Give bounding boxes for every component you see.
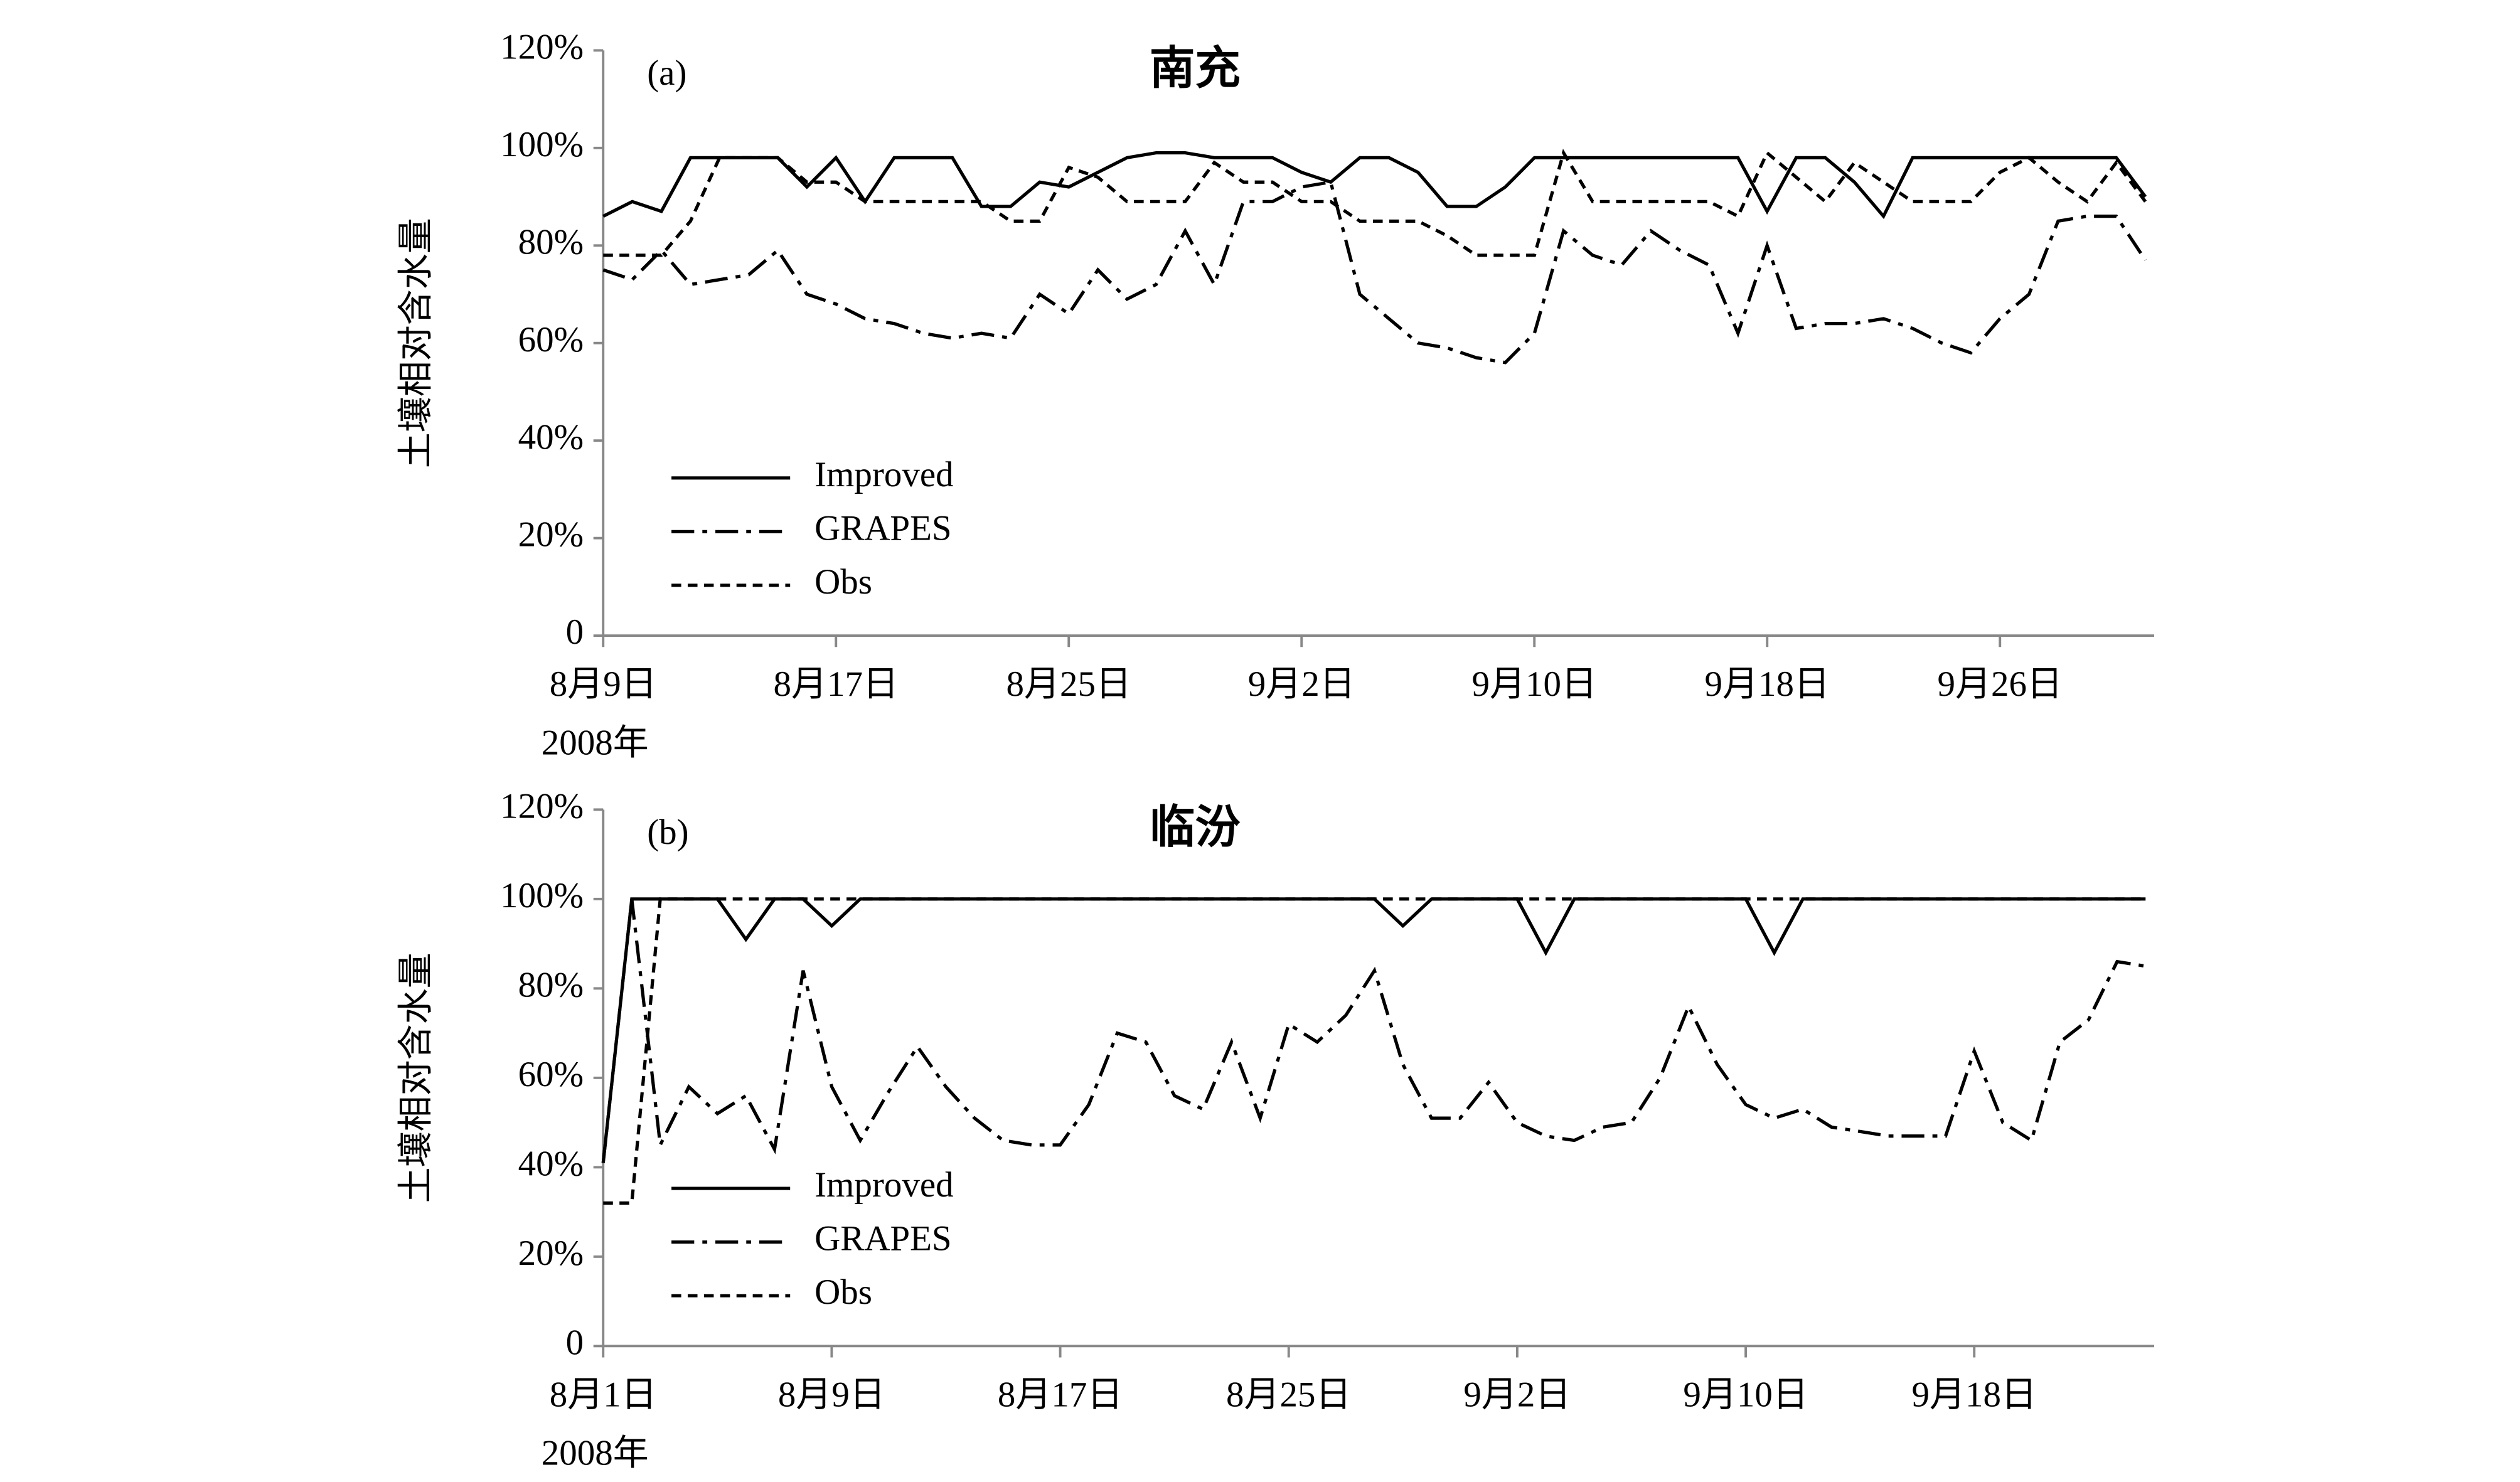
legend-label: GRAPES xyxy=(814,1219,952,1259)
y-tick-label: 80% xyxy=(518,965,584,1005)
x-tick-label: 9月2日 xyxy=(1463,1375,1571,1414)
x-tick-label: 8月25日 xyxy=(1226,1375,1352,1414)
y-tick-label: 80% xyxy=(518,222,584,262)
chart-title: 南充 xyxy=(1150,43,1241,93)
x-tick-label: 8月9日 xyxy=(550,664,657,704)
legend-label: Improved xyxy=(814,1165,954,1205)
x-tick-label: 8月17日 xyxy=(773,664,899,704)
panel-label: (a) xyxy=(647,53,686,93)
legend-label: Obs xyxy=(814,1272,872,1312)
data-line xyxy=(602,180,2147,365)
x-axis-label: 2008年 xyxy=(542,723,649,762)
y-tick-label: 0 xyxy=(566,612,584,652)
y-tick-label: 60% xyxy=(518,1055,584,1094)
y-tick-label: 60% xyxy=(518,320,584,360)
y-tick-label: 40% xyxy=(518,1144,584,1183)
y-tick-label: 120% xyxy=(500,27,584,67)
y-tick-label: 100% xyxy=(500,125,584,164)
x-axis-label: 2008年 xyxy=(542,1434,649,1473)
data-line xyxy=(603,897,2146,1205)
x-tick-label: 9月10日 xyxy=(1683,1375,1808,1414)
y-axis-label: 土壤相对含水量 xyxy=(397,218,436,468)
y-axis-label: 土壤相对含水量 xyxy=(397,952,436,1203)
legend-label: Obs xyxy=(814,562,872,602)
x-tick-label: 9月18日 xyxy=(1912,1375,2037,1414)
y-tick-label: 100% xyxy=(500,876,584,915)
x-tick-label: 8月1日 xyxy=(550,1375,657,1414)
data-line xyxy=(601,898,2146,1163)
legend-label: GRAPES xyxy=(814,508,952,548)
x-tick-label: 9月2日 xyxy=(1248,664,1355,704)
data-line xyxy=(603,149,2147,257)
y-tick-label: 20% xyxy=(518,1234,584,1273)
x-tick-label: 9月10日 xyxy=(1471,664,1596,704)
x-tick-label: 8月9日 xyxy=(778,1375,885,1414)
data-line xyxy=(602,151,2147,220)
x-tick-label: 9月26日 xyxy=(1937,664,2063,704)
panel-label: (b) xyxy=(647,813,688,852)
data-line xyxy=(601,897,2146,1163)
y-tick-label: 120% xyxy=(500,786,584,826)
chart-title: 临汾 xyxy=(1150,802,1241,853)
y-tick-label: 40% xyxy=(518,417,584,457)
legend-label: Improved xyxy=(814,455,954,494)
x-tick-label: 9月18日 xyxy=(1704,664,1830,704)
x-tick-label: 8月25日 xyxy=(1006,664,1131,704)
y-tick-label: 0 xyxy=(566,1323,584,1362)
x-tick-label: 8月17日 xyxy=(998,1375,1123,1414)
y-tick-label: 20% xyxy=(518,515,584,555)
